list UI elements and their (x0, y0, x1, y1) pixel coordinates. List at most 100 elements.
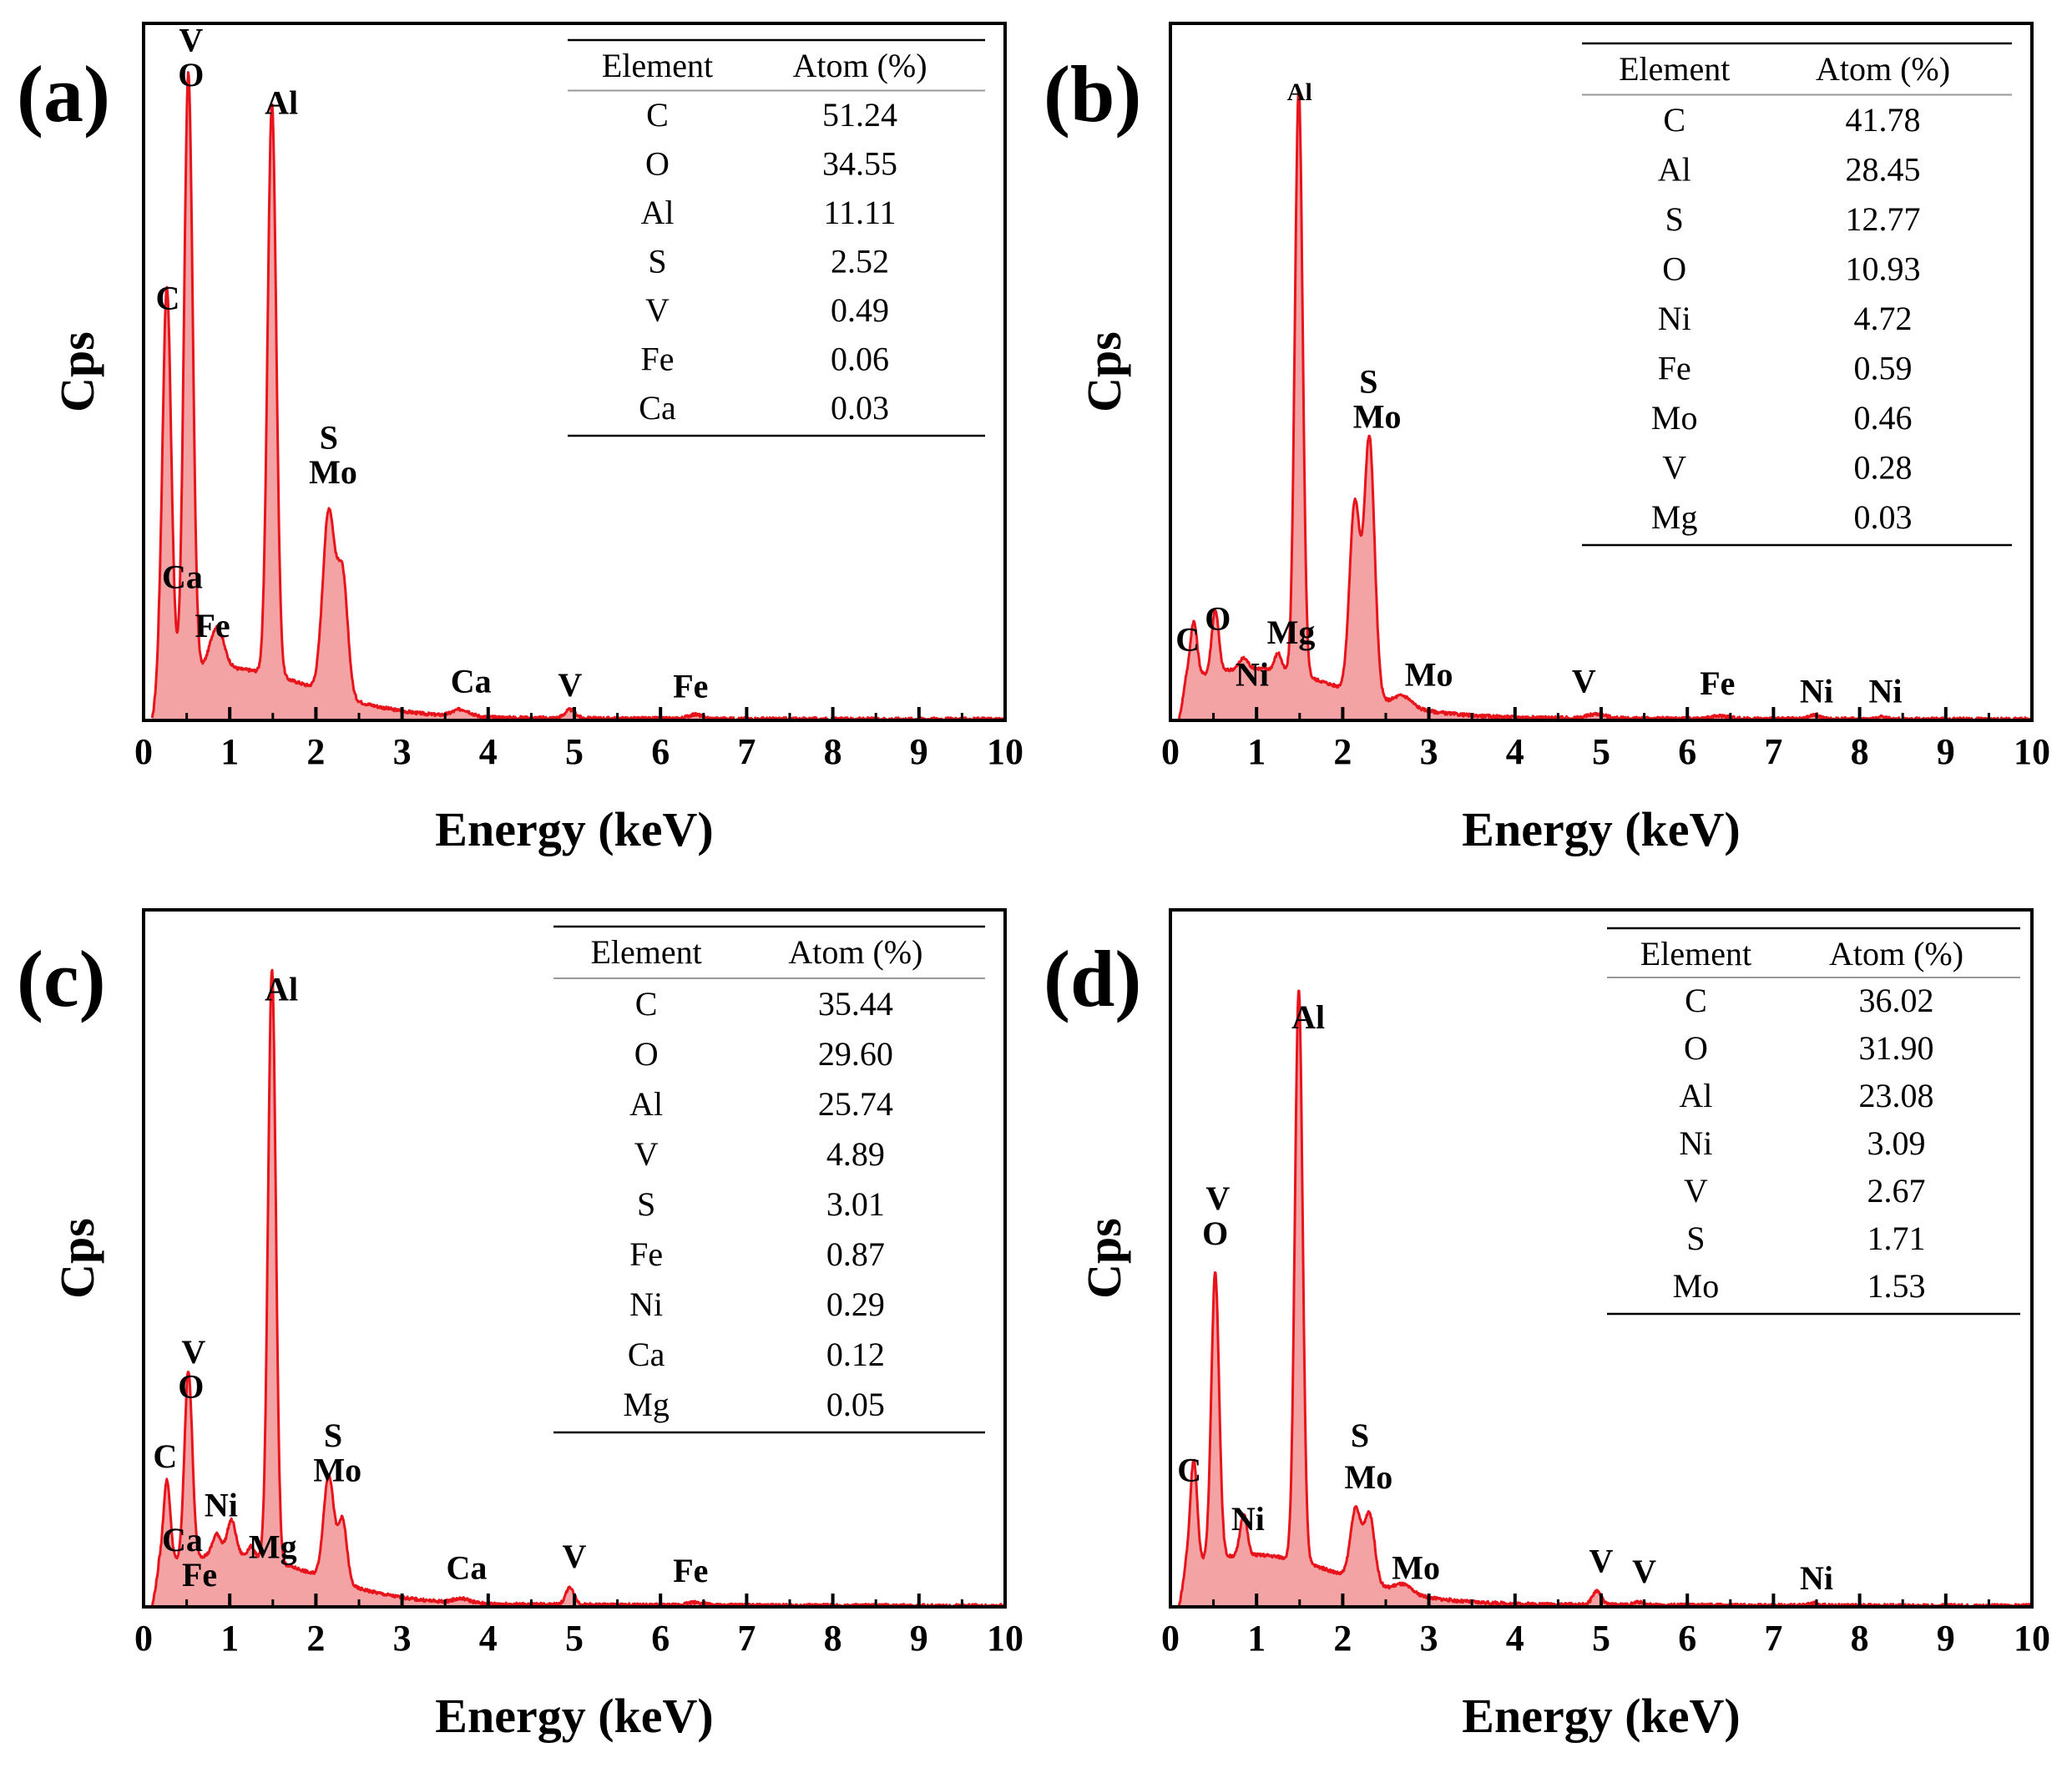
spectrum-line (150, 968, 1006, 1609)
x-tick-label: 1 (1247, 731, 1266, 772)
table-cell-atom: 29.60 (818, 1035, 893, 1073)
table-cell-atom: 31.90 (1859, 1029, 1934, 1067)
peak-label: S (324, 1417, 342, 1454)
table-cell-element: Fe (641, 341, 675, 378)
spectrum-line (150, 71, 1007, 722)
peak-label: Al (265, 971, 298, 1008)
table-header-element: Element (602, 47, 713, 84)
table-cell-element: S (648, 243, 666, 280)
x-tick-label: 8 (824, 731, 842, 772)
peak-label: V (1589, 1542, 1614, 1579)
x-tick-label: 3 (393, 1618, 412, 1659)
table-cell-element: C (1685, 982, 1707, 1019)
table-header-atom: Atom (%) (1816, 50, 1950, 88)
table-cell-element: C (635, 985, 658, 1023)
table-cell-atom: 10.93 (1846, 250, 1921, 288)
table-header-element: Element (1619, 50, 1730, 88)
x-tick-label: 2 (1333, 1618, 1352, 1659)
x-tick-label: 10 (2014, 1618, 2050, 1659)
x-tick-label: 6 (651, 731, 670, 772)
table-cell-atom: 4.72 (1854, 300, 1913, 337)
peak-label: Al (265, 84, 298, 122)
peak-label: Ni (1800, 672, 1833, 710)
table-cell-element: S (1665, 200, 1684, 238)
table-cell-atom: 23.08 (1859, 1077, 1934, 1114)
x-tick-label: 6 (1678, 1618, 1696, 1659)
x-tick-label: 9 (1937, 1618, 1955, 1659)
composition-table: Element Atom (%) C 36.02 O 31.90 Al 23.08 Ni 3.09… (1607, 927, 2020, 1316)
peak-label: S (1359, 363, 1377, 401)
peak-label: O (1205, 599, 1231, 637)
table-cell-element: Al (1658, 151, 1691, 189)
x-tick-label: 1 (1247, 1618, 1266, 1659)
peak-label: V (181, 1333, 205, 1371)
table-cell-element: Al (629, 1085, 663, 1123)
x-tick-label: 8 (1851, 1618, 1869, 1659)
peak-label: Fe (1700, 664, 1735, 702)
table-cell-atom: 2.52 (831, 243, 889, 280)
table-cell-element: V (1662, 449, 1686, 487)
table-cell-atom: 36.02 (1859, 982, 1934, 1019)
x-tick-label: 4 (479, 1618, 498, 1659)
table-cell-atom: 0.03 (1854, 498, 1913, 536)
x-tick-label: 10 (987, 1618, 1023, 1659)
x-tick-label: 3 (1420, 1618, 1438, 1659)
x-tick-label: 0 (134, 1618, 153, 1659)
table-cell-element: C (1663, 101, 1685, 139)
table-cell-element: Mg (623, 1386, 670, 1423)
table-cell-element: Al (641, 194, 675, 231)
x-tick-label: 7 (1764, 731, 1782, 772)
panel-label: (b) (1044, 49, 1141, 139)
y-axis-title: Cps (50, 331, 104, 412)
table-cell-atom: 25.74 (818, 1085, 893, 1123)
table-cell-atom: 1.71 (1867, 1220, 1926, 1257)
peak-label: V (1205, 1179, 1230, 1217)
table-cell-atom: 0.12 (826, 1336, 885, 1373)
table-cell-element: O (634, 1035, 659, 1073)
table-cell-element: S (637, 1185, 655, 1223)
peak-label: Al (1287, 78, 1312, 106)
peak-label: C (153, 1437, 177, 1475)
x-tick-label: 7 (737, 731, 756, 772)
table-cell-element: O (1684, 1029, 1708, 1067)
x-tick-label: 5 (1592, 731, 1610, 772)
y-axis-title: Cps (50, 1218, 104, 1299)
table-cell-element: Mo (1673, 1267, 1720, 1305)
peak-label: Ni (1236, 655, 1269, 693)
x-tick-label: 1 (220, 731, 239, 772)
x-tick-label: 7 (1764, 1618, 1782, 1659)
table-cell-element: Ca (628, 1336, 665, 1373)
peak-label: Mo (1344, 1458, 1392, 1496)
x-tick-label: 6 (1678, 731, 1696, 772)
peak-label: S (1351, 1417, 1369, 1454)
y-axis-title: Cps (1077, 1218, 1131, 1299)
peak-label: C (1175, 621, 1200, 659)
table-cell-atom: 0.28 (1854, 449, 1913, 487)
table-cell-atom: 4.89 (826, 1135, 885, 1173)
x-tick-label: 10 (987, 731, 1023, 772)
table-header-element: Element (1640, 935, 1751, 972)
table-cell-atom: 0.59 (1854, 350, 1913, 387)
table-header-element: Element (591, 933, 702, 971)
x-axis-title: Energy (keV) (1462, 802, 1740, 856)
x-tick-label: 0 (1161, 1618, 1180, 1659)
table-cell-element: S (1686, 1220, 1705, 1257)
table-header-atom: Atom (%) (792, 47, 927, 84)
table-cell-element: O (1662, 250, 1686, 288)
peak-label: Ni (1869, 672, 1903, 710)
x-tick-label: 3 (393, 731, 412, 772)
table-cell-element: Al (1679, 1077, 1712, 1114)
peak-label: Mo (1353, 397, 1402, 435)
table-cell-element: C (646, 96, 669, 134)
table-cell-element: Ni (629, 1286, 663, 1323)
x-tick-label: 9 (910, 1618, 928, 1659)
peak-label: Ni (205, 1486, 238, 1523)
table-cell-atom: 0.49 (831, 291, 889, 329)
x-tick-label: 4 (1506, 731, 1524, 772)
table-cell-element: V (634, 1135, 659, 1173)
x-axis-title: Energy (keV) (435, 1689, 713, 1743)
table-cell-element: V (645, 291, 670, 329)
